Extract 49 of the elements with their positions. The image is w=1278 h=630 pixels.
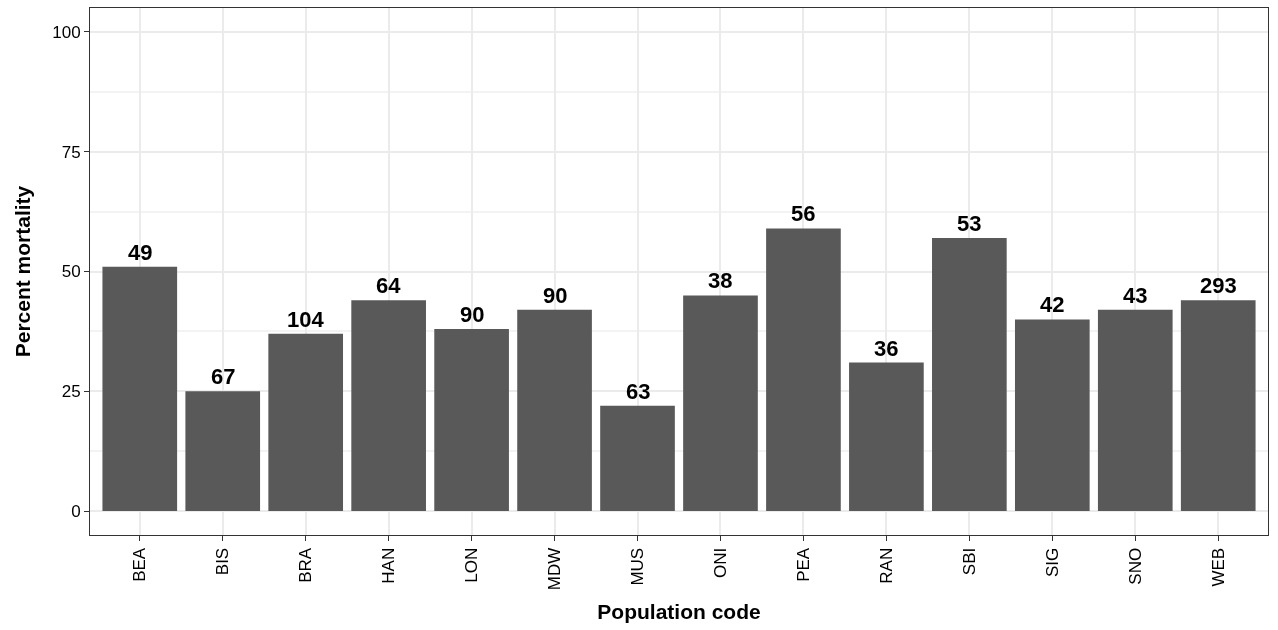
bar — [102, 266, 178, 512]
x-tick-label: BRA — [296, 547, 316, 583]
annotation: 53 — [957, 211, 982, 236]
annotation: 293 — [1200, 273, 1237, 298]
x-tick-label: HAN — [379, 547, 399, 584]
y-tick-label: 50 — [61, 262, 81, 282]
bar — [185, 391, 261, 512]
x-tick-label: MUS — [628, 547, 648, 586]
annotation: 104 — [287, 307, 325, 332]
y-tick-label: 100 — [52, 22, 81, 42]
bar — [1097, 309, 1173, 512]
y-tick-label: 25 — [61, 382, 81, 402]
bar — [268, 333, 344, 512]
bar — [1180, 300, 1256, 512]
x-tick-label: RAN — [876, 547, 896, 584]
bar — [351, 300, 426, 512]
x-tick-label: BEA — [130, 547, 150, 582]
x-tick-label: ONI — [711, 547, 731, 579]
y-tick-label: 75 — [61, 142, 81, 162]
x-tick-label: SNO — [1125, 547, 1145, 585]
annotation: 36 — [874, 336, 899, 361]
bar — [1014, 319, 1090, 512]
annotation: 43 — [1123, 283, 1148, 308]
annotation: 67 — [211, 364, 236, 389]
annotation: 38 — [708, 268, 733, 293]
bar — [600, 405, 675, 512]
annotation: 42 — [1040, 292, 1065, 317]
y-tick-label: 0 — [71, 502, 81, 521]
x-tick-label: MDW — [545, 547, 565, 591]
bar — [849, 362, 924, 512]
bar — [517, 309, 592, 512]
bar — [683, 295, 758, 512]
annotation: 56 — [791, 201, 816, 226]
x-tick-label: PEA — [793, 547, 813, 582]
annotation: 63 — [626, 379, 651, 404]
bar — [932, 237, 1007, 512]
annotation: 90 — [543, 283, 568, 308]
bar — [434, 328, 509, 512]
annotation: 64 — [376, 273, 402, 298]
y-axis-title: Percent mortality — [11, 185, 35, 358]
x-axis-title: Population code — [597, 600, 761, 624]
x-tick-label: SBI — [959, 547, 979, 576]
annotation: 90 — [460, 302, 485, 327]
x-tick-label: BIS — [213, 547, 233, 576]
x-tick-label: WEB — [1208, 547, 1228, 587]
x-tick-label: LON — [462, 547, 482, 583]
annotation: 49 — [128, 240, 153, 265]
x-tick-label: SIG — [1042, 547, 1062, 578]
bar — [766, 228, 841, 512]
